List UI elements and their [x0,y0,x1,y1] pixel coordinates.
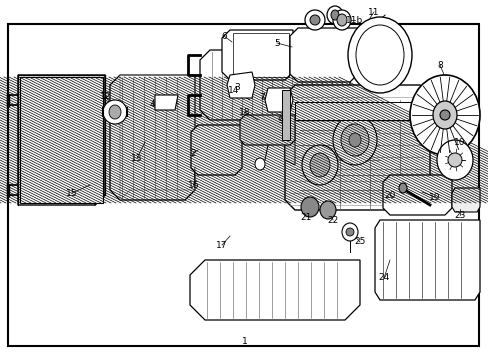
Text: 19: 19 [428,193,440,202]
Ellipse shape [330,10,338,20]
Ellipse shape [409,75,479,155]
Polygon shape [155,95,178,110]
Ellipse shape [447,153,461,167]
Text: 13: 13 [131,153,142,162]
Text: 1: 1 [242,338,247,346]
Text: 18: 18 [239,108,250,117]
Polygon shape [289,28,357,82]
Polygon shape [190,260,359,320]
Text: 9: 9 [277,116,282,125]
Polygon shape [382,175,451,215]
Ellipse shape [346,228,353,236]
Ellipse shape [340,124,368,156]
Ellipse shape [301,197,318,217]
Text: 5: 5 [274,39,279,48]
Ellipse shape [309,153,329,177]
Text: 21: 21 [300,212,311,221]
Text: 15: 15 [66,189,78,198]
Text: 10: 10 [453,138,465,147]
Polygon shape [200,50,349,120]
Polygon shape [222,30,292,80]
Polygon shape [264,88,292,112]
Text: 25: 25 [354,238,365,247]
Polygon shape [451,188,479,212]
Text: 23: 23 [453,211,465,220]
Bar [282,90,289,140]
Ellipse shape [305,10,325,30]
Text: 22: 22 [326,216,338,225]
Polygon shape [18,75,105,205]
Text: 3: 3 [234,82,240,91]
Polygon shape [226,72,254,98]
Ellipse shape [309,15,319,25]
Bar [20,77,103,203]
Ellipse shape [302,145,337,185]
Ellipse shape [432,101,456,129]
Polygon shape [110,75,195,200]
Text: 4: 4 [149,99,155,108]
Polygon shape [191,125,242,175]
Text: 2: 2 [190,149,195,158]
Polygon shape [240,115,294,145]
Ellipse shape [109,105,121,119]
Polygon shape [285,125,294,165]
Text: 6: 6 [221,32,226,41]
Ellipse shape [332,115,376,165]
Text: 8: 8 [436,60,442,69]
Text: 7: 7 [259,93,264,102]
Text: 17: 17 [216,240,227,249]
Text: 11b: 11b [346,15,363,24]
Text: 11: 11 [367,8,379,17]
Ellipse shape [326,6,342,24]
Text: 12: 12 [100,91,111,100]
Text: 14: 14 [228,86,239,95]
Ellipse shape [436,140,472,180]
Bar [232,33,288,77]
Ellipse shape [103,100,127,124]
Bar [20,77,103,203]
Ellipse shape [336,14,346,26]
Ellipse shape [398,183,406,193]
Ellipse shape [348,133,360,147]
Text: 16: 16 [188,180,199,189]
Ellipse shape [341,223,357,241]
Ellipse shape [254,158,264,170]
Ellipse shape [347,17,411,93]
Ellipse shape [332,10,350,30]
Ellipse shape [439,110,449,120]
Text: 24: 24 [378,274,389,283]
Bar [8,24,478,346]
Polygon shape [374,220,479,300]
Ellipse shape [319,201,335,219]
Bar [294,102,424,120]
Polygon shape [285,85,429,210]
Text: 20: 20 [384,190,395,199]
